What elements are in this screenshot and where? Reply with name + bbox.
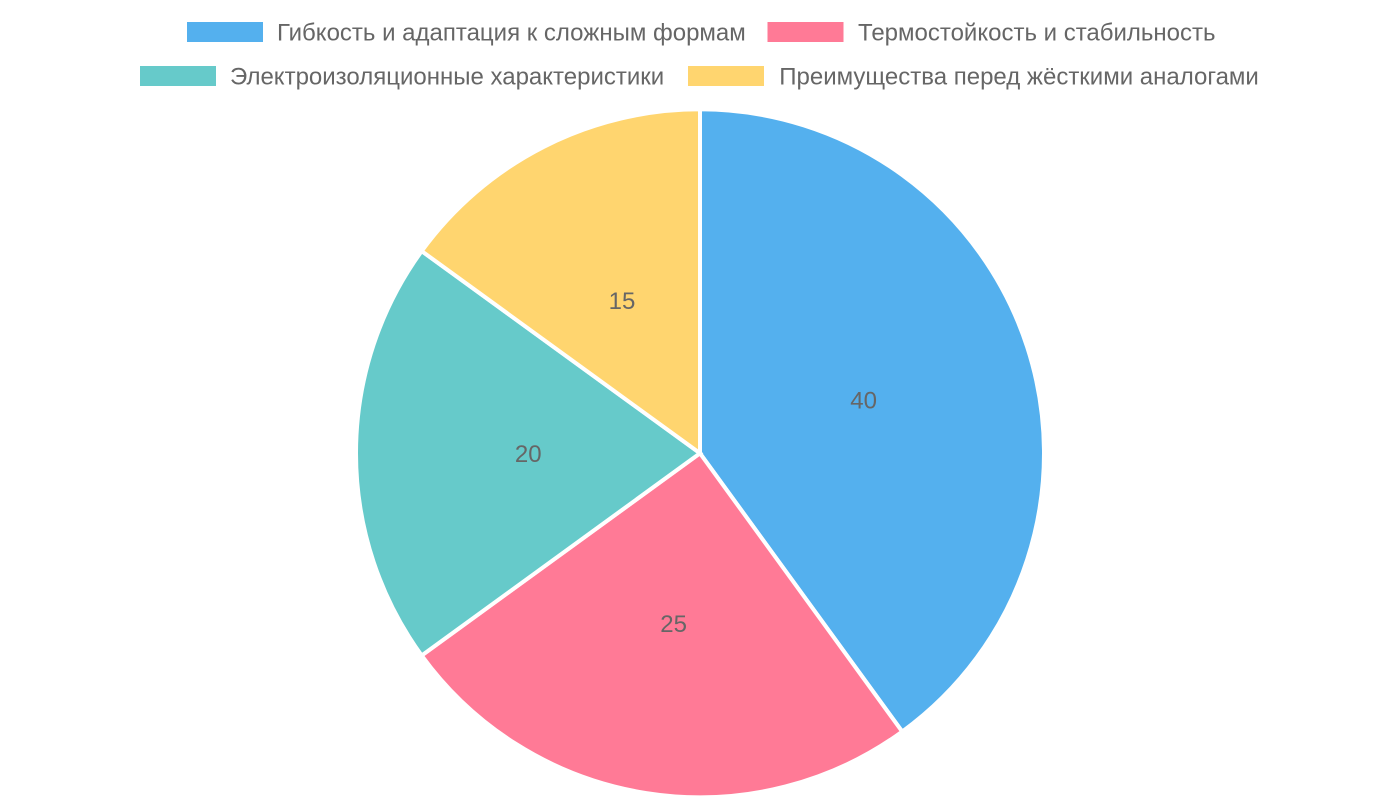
svg-text:Преимущества перед жёсткими ан: Преимущества перед жёсткими аналогами bbox=[779, 63, 1259, 90]
svg-text:Гибкость и адаптация к сложным: Гибкость и адаптация к сложным формам bbox=[277, 19, 746, 46]
svg-text:40: 40 bbox=[850, 387, 877, 414]
svg-text:25: 25 bbox=[660, 611, 687, 638]
svg-text:Термостойкость и стабильность: Термостойкость и стабильность bbox=[858, 19, 1216, 46]
svg-text:Электроизоляционные характерис: Электроизоляционные характеристики bbox=[230, 63, 664, 90]
svg-text:15: 15 bbox=[609, 288, 636, 315]
svg-text:20: 20 bbox=[515, 441, 542, 468]
